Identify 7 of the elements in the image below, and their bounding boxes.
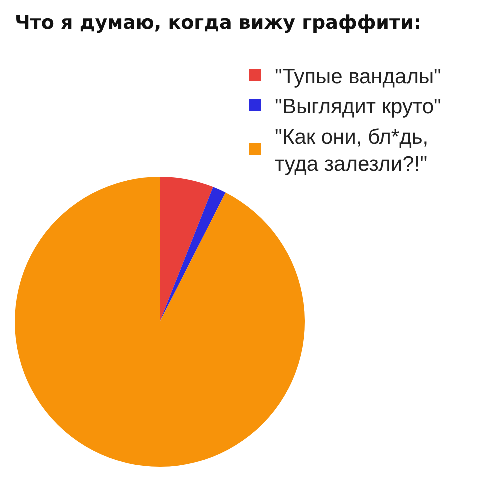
legend-label: "Как они, бл*дь, туда залезли?!" [275, 126, 429, 176]
legend-label: "Выглядит круто" [275, 96, 442, 119]
legend-label: "Тупые вандалы" [275, 65, 442, 88]
pie-slice [15, 177, 305, 467]
pie-slice [160, 187, 226, 322]
chart-title: Что я думаю, когда вижу граффити: [15, 12, 422, 34]
pie-slice [160, 177, 214, 322]
